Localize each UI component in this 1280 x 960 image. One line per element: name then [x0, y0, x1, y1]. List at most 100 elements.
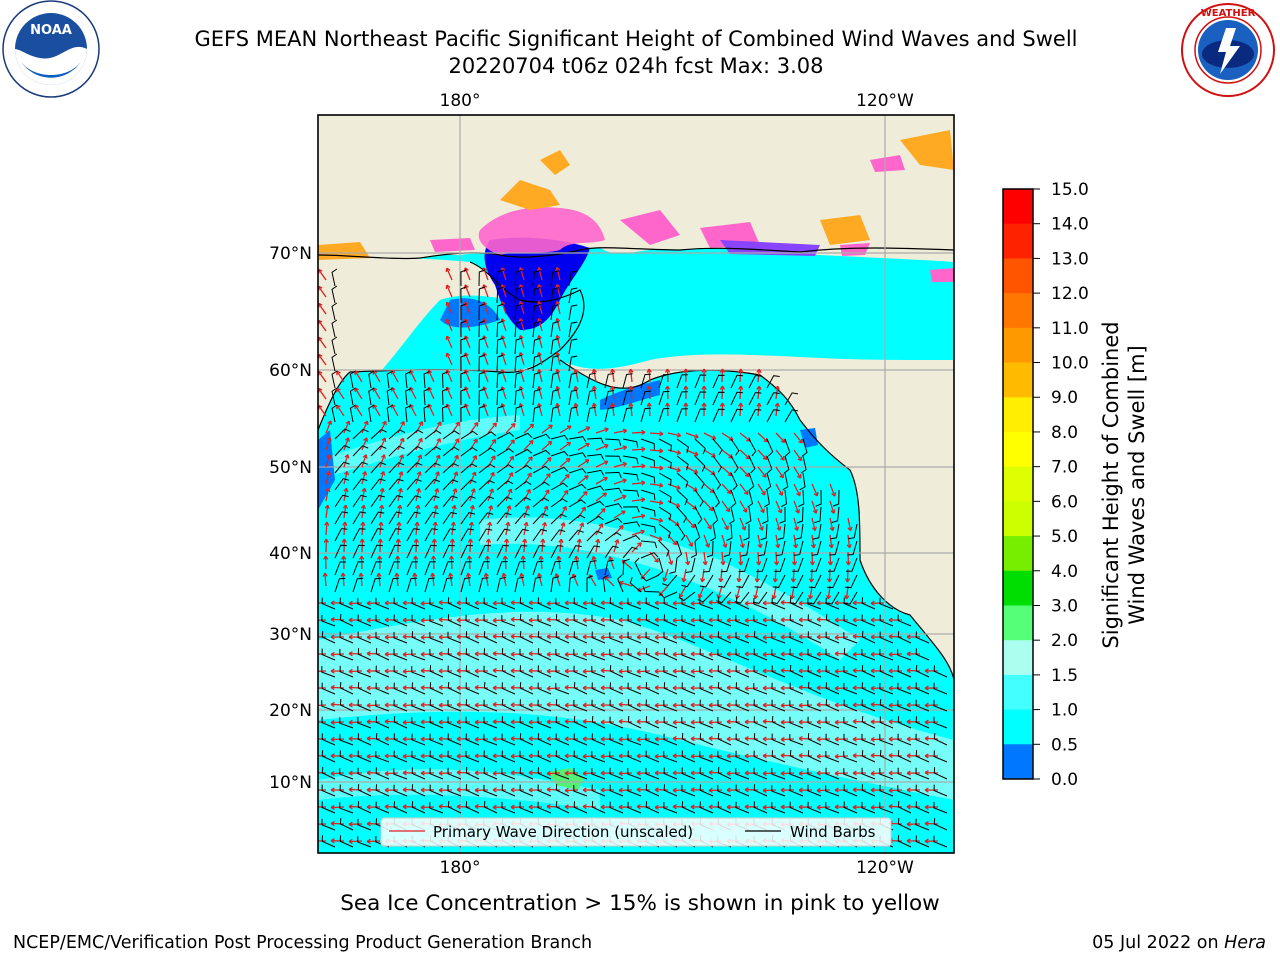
wave-arrow-head — [438, 719, 443, 725]
wind-barb — [933, 835, 948, 848]
wave-arrow — [415, 488, 420, 502]
wave-arrow-head — [622, 478, 627, 484]
wind-barb — [717, 751, 732, 763]
wave-arrow-head — [676, 449, 682, 456]
wave-arrow-head — [555, 300, 561, 306]
wave-arrow — [420, 602, 435, 605]
wind-barb — [447, 665, 462, 678]
wind-barb — [807, 598, 822, 610]
wave-arrow-head — [600, 685, 605, 691]
wave-arrow — [611, 403, 615, 417]
wave-arrow — [829, 517, 834, 531]
wave-arrow-head — [438, 634, 443, 640]
wave-arrow-head — [600, 804, 605, 810]
wind-barb — [609, 767, 624, 780]
wind-barb — [784, 438, 791, 457]
wind-barb — [681, 574, 696, 588]
wave-arrow-head — [377, 555, 383, 560]
wave-arrow — [629, 369, 633, 383]
wind-barb — [690, 540, 697, 559]
wave-arrow — [438, 601, 453, 604]
wind-barb — [735, 801, 750, 814]
wave-arrow — [555, 573, 561, 587]
wave-arrow — [420, 636, 435, 639]
noaa-logo: NOAA — [2, 0, 100, 98]
wave-arrow — [450, 555, 453, 570]
wind-barb — [321, 784, 336, 797]
wave-arrow-head — [618, 804, 623, 810]
wind-barb — [629, 577, 642, 593]
wind-barb — [735, 784, 750, 797]
wave-arrow-head — [690, 702, 695, 708]
wave-arrow — [538, 284, 543, 298]
wave-arrow-head — [415, 504, 421, 510]
wind-barb — [645, 666, 660, 678]
wind-barb — [771, 591, 786, 605]
wind-barb — [933, 767, 948, 780]
wind-barb — [730, 391, 744, 406]
wave-arrow — [762, 789, 777, 792]
wind-barb — [699, 614, 714, 627]
wave-arrow-head — [528, 685, 533, 691]
wave-arrow-head — [510, 719, 515, 725]
wind-barb — [642, 585, 660, 593]
wave-arrow — [708, 721, 723, 724]
wind-barb — [388, 544, 401, 559]
wave-arrow — [433, 454, 440, 468]
wave-arrow-head — [579, 522, 585, 527]
wind-barb — [699, 699, 714, 712]
wave-arrow-head — [564, 651, 569, 658]
wave-arrow-head — [798, 787, 803, 793]
wind-barb — [771, 632, 786, 644]
wind-barb — [879, 734, 894, 746]
wave-arrow — [520, 573, 525, 587]
colorbar-segment — [1003, 466, 1033, 502]
wind-barb — [879, 749, 894, 763]
wave-arrow-head — [924, 787, 929, 793]
wind-barb — [550, 321, 559, 338]
wave-arrow — [427, 369, 435, 383]
wave-arrow — [888, 754, 903, 757]
wave-arrow-head — [726, 651, 731, 657]
wave-arrow-head — [870, 702, 875, 708]
wave-arrow-head — [757, 543, 763, 549]
wind-barb — [730, 408, 744, 423]
wind-barb — [843, 632, 858, 644]
wave-arrow-head — [489, 488, 495, 493]
wind-barb — [717, 649, 732, 661]
wave-arrow-head — [450, 521, 456, 527]
wind-barb — [334, 544, 347, 559]
wave-arrow-head — [523, 521, 529, 527]
wave-arrow-head — [719, 368, 726, 373]
wave-arrow-head — [348, 685, 353, 691]
wind-barb — [753, 784, 768, 797]
wave-arrow-head — [744, 702, 749, 708]
wind-barb — [388, 478, 404, 491]
colorbar-segment — [1003, 536, 1033, 572]
wind-barb — [568, 436, 587, 443]
wave-arrow-head — [456, 804, 461, 810]
wave-arrow-head — [619, 580, 624, 586]
wind-barb — [622, 455, 639, 465]
wave-arrow — [685, 517, 696, 529]
wave-arrow — [379, 471, 385, 485]
wave-arrow-head — [378, 521, 384, 526]
wave-arrow — [595, 539, 599, 553]
wave-arrow-head — [522, 538, 528, 543]
wind-barb — [622, 546, 638, 559]
wave-arrow-head — [708, 617, 713, 623]
wind-barb — [460, 561, 472, 576]
wind-barb — [393, 597, 408, 610]
chart-title: GEFS MEAN Northeast Pacific Significant … — [194, 27, 1078, 51]
wind-barb — [753, 598, 768, 610]
wind-barb — [568, 287, 578, 304]
wind-barb — [496, 512, 512, 525]
wind-barb — [573, 700, 588, 712]
wave-arrow-head — [330, 719, 335, 726]
wind-barb — [501, 698, 516, 712]
wave-arrow — [361, 454, 367, 468]
wave-arrow — [361, 505, 365, 519]
wind-barb — [339, 698, 354, 712]
wave-arrow-head — [438, 803, 443, 810]
wind-barb — [334, 478, 350, 491]
